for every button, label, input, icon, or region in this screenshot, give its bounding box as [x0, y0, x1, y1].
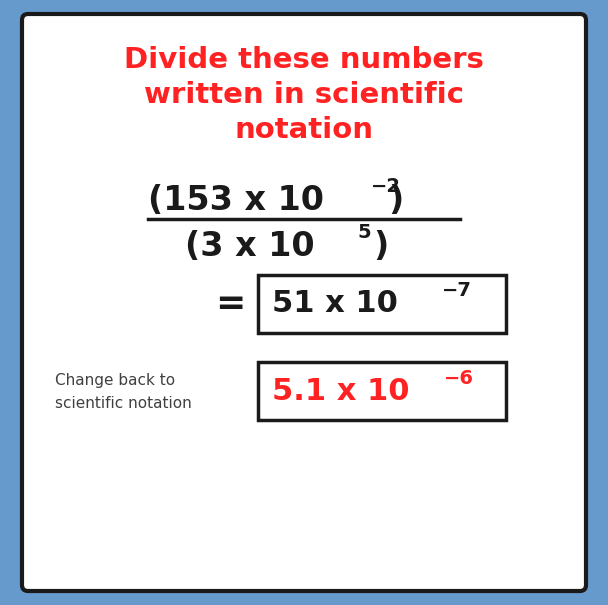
Text: Change back to: Change back to	[55, 373, 175, 388]
Text: 5: 5	[357, 223, 371, 243]
Text: (153 x 10: (153 x 10	[148, 183, 324, 217]
Text: 51 x 10: 51 x 10	[272, 290, 398, 318]
FancyBboxPatch shape	[22, 14, 586, 591]
Text: −2: −2	[371, 177, 401, 195]
Text: ): )	[388, 183, 403, 217]
Text: (3 x 10: (3 x 10	[185, 231, 314, 264]
Text: ): )	[373, 231, 389, 264]
Text: =: =	[215, 287, 245, 321]
Text: scientific notation: scientific notation	[55, 396, 192, 411]
Text: −6: −6	[444, 368, 474, 387]
Text: notation: notation	[235, 116, 373, 144]
Text: written in scientific: written in scientific	[144, 81, 464, 109]
Text: Divide these numbers: Divide these numbers	[124, 46, 484, 74]
FancyBboxPatch shape	[258, 362, 506, 420]
Text: 5.1 x 10: 5.1 x 10	[272, 376, 410, 405]
FancyBboxPatch shape	[258, 275, 506, 333]
Text: −7: −7	[442, 281, 472, 301]
